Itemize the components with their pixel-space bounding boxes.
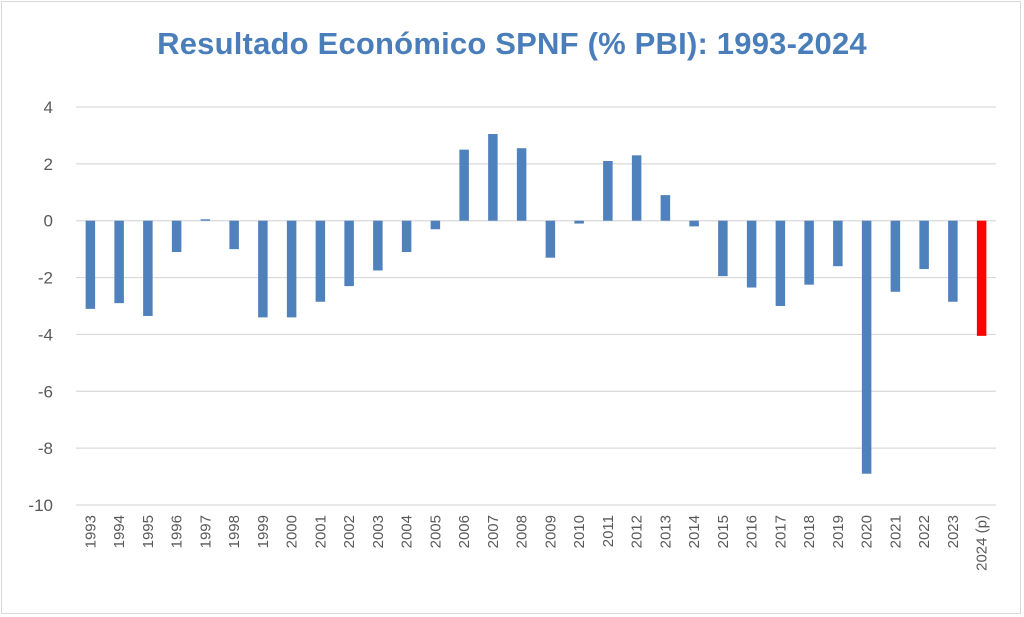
y-tick-label: 4 (44, 98, 53, 117)
y-axis-ticks: 4 2 0 -2 -4 -6 -8 -10 (28, 98, 53, 515)
bar-2007 (488, 134, 498, 221)
bar-2018 (804, 220, 814, 285)
x-tick-label: 2017 (772, 515, 789, 548)
x-tick-label: 2011 (600, 515, 617, 547)
bar-2017 (775, 220, 786, 306)
y-tick-label: -2 (38, 269, 53, 288)
y-tick-label: 0 (44, 212, 53, 231)
x-tick-label: 2023 (945, 515, 962, 548)
x-tick-label: 2005 (427, 515, 444, 548)
bar-2015 (718, 220, 728, 277)
chart-title: Resultado Económico SPNF (% PBI): 1993-2… (157, 26, 867, 61)
bar-2019 (833, 220, 843, 267)
x-tick-label: 1996 (169, 515, 186, 548)
x-tick-label: 2009 (542, 515, 559, 548)
bar-2013 (660, 195, 671, 221)
gridlines (76, 106, 996, 506)
x-tick-label: 2000 (284, 515, 301, 548)
x-tick-label: 2018 (801, 515, 818, 548)
x-tick-label: 2012 (629, 515, 646, 548)
bar-2000 (286, 220, 297, 318)
y-tick-label: -4 (38, 325, 53, 344)
x-tick-label: 2021 (887, 515, 904, 548)
x-tick-label: 2008 (514, 515, 531, 548)
bars (85, 134, 987, 474)
x-axis-ticks: 1993 1994 1995 1996 1997 1998 1999 2000 2001 2002… (82, 515, 990, 571)
x-tick-label: 2016 (744, 515, 761, 548)
x-tick-label: 1993 (82, 515, 99, 548)
bar-2006 (459, 149, 469, 221)
bar-2022 (919, 220, 929, 270)
x-tick-label: 2004 (399, 515, 416, 548)
bar-2002 (344, 220, 354, 287)
x-tick-label: 2015 (715, 515, 732, 548)
bar-2023 (948, 220, 958, 302)
bar-2014 (689, 220, 699, 227)
bar-2003 (373, 220, 383, 271)
bar-2024-p (976, 220, 987, 336)
bar-1994 (114, 220, 124, 304)
x-tick-label: 2006 (456, 515, 473, 548)
x-tick-label: 2001 (312, 515, 329, 548)
bar-2005 (430, 220, 441, 230)
x-tick-label: 2013 (657, 515, 674, 548)
bar-1998 (229, 220, 239, 250)
y-tick-label: -10 (28, 496, 53, 515)
bar-2016 (746, 220, 757, 288)
x-tick-label: 2002 (341, 515, 358, 548)
x-tick-label: 2003 (370, 515, 387, 548)
x-tick-label: 1995 (140, 515, 157, 548)
x-tick-label: 1994 (111, 515, 128, 548)
x-tick-label: 2019 (830, 515, 847, 548)
y-tick-label: 2 (44, 155, 53, 174)
bar-1993 (85, 220, 96, 309)
bar-1996 (171, 220, 182, 252)
bar-2004 (401, 220, 412, 252)
bar-1999 (258, 220, 268, 318)
bar-2011 (603, 161, 613, 221)
x-tick-label: 2014 (686, 515, 703, 548)
bar-2020 (861, 220, 872, 474)
bar-1995 (143, 220, 153, 316)
bar-1997 (200, 219, 211, 221)
y-tick-label: -8 (38, 439, 53, 458)
bar-2012 (631, 155, 642, 221)
y-tick-label: -6 (38, 382, 53, 401)
x-tick-label: 1998 (226, 515, 243, 548)
bar-2008 (516, 148, 527, 221)
bar-2009 (545, 220, 556, 258)
bar-2010 (574, 220, 584, 224)
bar-2001 (315, 220, 326, 302)
x-tick-label: 2024 (p) (974, 515, 991, 571)
x-tick-label: 2010 (571, 515, 588, 548)
x-tick-label: 1999 (255, 515, 272, 548)
bar-2021 (890, 220, 901, 292)
x-tick-label: 1997 (197, 515, 214, 548)
x-tick-label: 2020 (859, 515, 876, 548)
x-tick-label: 2007 (485, 515, 502, 548)
x-tick-label: 2022 (916, 515, 933, 548)
